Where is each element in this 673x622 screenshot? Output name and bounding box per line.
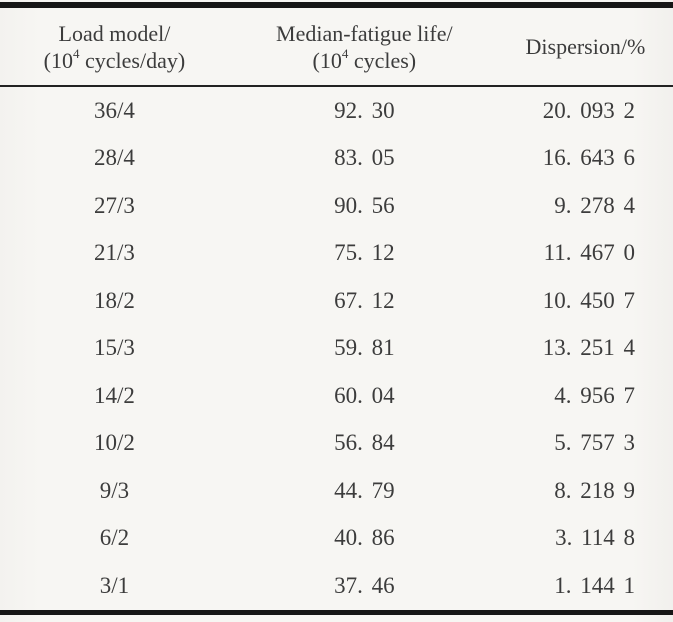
cell-load-model: 3/1 [99,572,130,598]
cell-median-life: 92. 30 [334,97,395,123]
cell-dispersion: 13. 251 4 [542,335,635,361]
col-header-median-fatigue-life: Median-fatigue life/ (104 cycles) [228,5,478,87]
median-life-unit-exponent: 4 [341,46,349,62]
cell-dispersion: 10. 450 7 [542,287,635,313]
dispersion-header-title: Dispersion/% [525,34,646,59]
cell-dispersion: 8. 218 9 [554,477,635,503]
table-row: 10/2 56. 84 5. 757 3 [0,420,673,468]
cell-dispersion: 9. 278 4 [554,192,635,218]
cell-dispersion: 4. 956 7 [554,382,635,408]
table-row: 18/2 67. 12 10. 450 7 [0,277,673,325]
cell-median-life: 44. 79 [334,477,395,503]
cell-dispersion: 3. 114 8 [555,525,635,551]
table-row: 21/3 75. 12 11. 467 0 [0,230,673,278]
table-body: 36/4 92. 30 20. 093 2 28/4 83. 05 16. 64… [0,86,673,612]
cell-load-model: 28/4 [93,145,135,171]
table-row: 36/4 92. 30 20. 093 2 [0,86,673,135]
cell-median-life: 83. 05 [334,145,395,171]
cell-load-model: 27/3 [93,192,135,218]
cell-dispersion: 5. 757 3 [554,430,635,456]
load-model-header-title: Load model/ [58,20,171,46]
cell-median-life: 67. 12 [334,287,395,313]
cell-dispersion: 11. 467 0 [543,240,635,266]
load-model-unit-exponent: 4 [72,46,80,62]
load-model-unit-rest: cycles/day) [79,47,186,73]
cell-dispersion: 20. 093 2 [542,97,635,123]
table-row: 6/2 40. 86 3. 114 8 [0,515,673,563]
cell-median-life: 90. 56 [334,192,395,218]
table-header-row: Load model/ (104 cycles/day) Median-fati… [0,5,673,87]
median-life-unit-rest: cycles) [348,47,417,73]
cell-load-model: 18/2 [93,287,135,313]
table-row: 14/2 60. 04 4. 956 7 [0,372,673,420]
cell-dispersion: 16. 643 6 [542,145,635,171]
table-row: 28/4 83. 05 16. 643 6 [0,135,673,183]
cell-load-model: 21/3 [93,240,135,266]
col-header-load-model: Load model/ (104 cycles/day) [0,5,229,87]
cell-dispersion: 1. 144 1 [554,572,635,598]
cell-median-life: 59. 81 [334,335,395,361]
col-header-dispersion: Dispersion/% [477,5,673,87]
cell-median-life: 37. 46 [334,572,395,598]
cell-median-life: 40. 86 [334,525,395,551]
cell-load-model: 36/4 [93,97,135,123]
cell-load-model: 14/2 [93,382,135,408]
median-life-header-title: Median-fatigue life/ [276,20,453,46]
load-model-unit-base: (10 [43,47,73,73]
table-row: 9/3 44. 79 8. 218 9 [0,467,673,515]
cell-median-life: 56. 84 [334,430,395,456]
load-model-header-unit: (104 cycles/day) [0,47,229,74]
cell-median-life: 75. 12 [334,240,395,266]
cell-load-model: 15/3 [93,335,135,361]
table-row: 27/3 90. 56 9. 278 4 [0,182,673,230]
cell-load-model: 6/2 [99,525,130,551]
cell-load-model: 10/2 [93,430,135,456]
table-row: 3/1 37. 46 1. 144 1 [0,562,673,612]
table-head: Load model/ (104 cycles/day) Median-fati… [0,5,673,87]
cell-load-model: 9/3 [99,477,130,503]
median-life-unit-base: (10 [312,47,342,73]
cell-median-life: 60. 04 [334,382,395,408]
median-life-header-unit: (104 cycles) [251,47,478,74]
table-row: 15/3 59. 81 13. 251 4 [0,325,673,373]
